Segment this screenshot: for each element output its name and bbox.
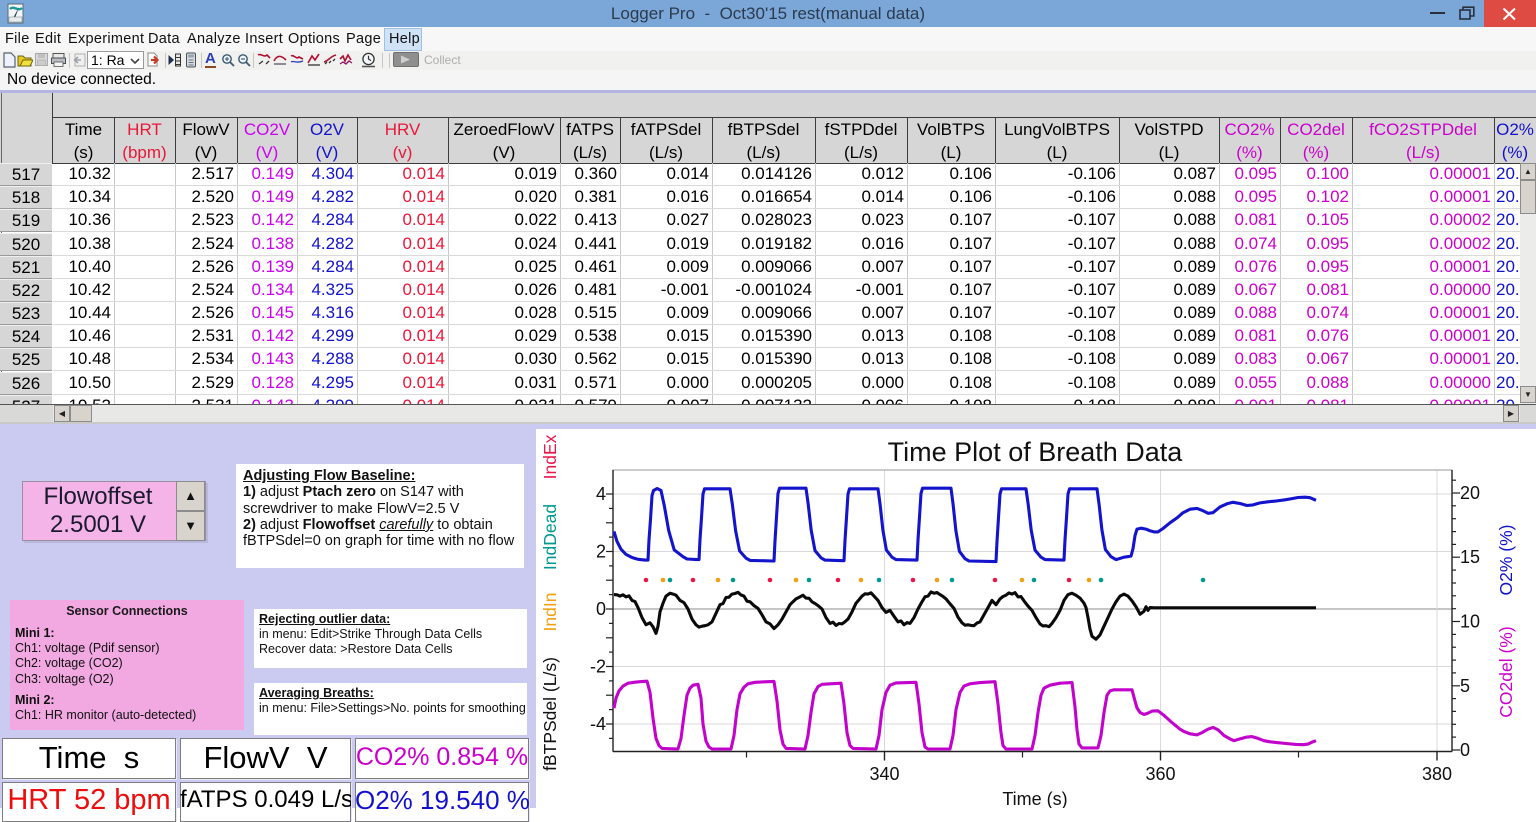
svg-text:-2: -2 — [590, 657, 606, 677]
svg-text:0: 0 — [1460, 740, 1470, 760]
svg-text:fBTPSdel (L/s): fBTPSdel (L/s) — [540, 657, 560, 771]
svg-text:10: 10 — [1460, 612, 1480, 632]
svg-text:-4: -4 — [590, 714, 606, 734]
svg-text:360: 360 — [1145, 764, 1175, 784]
svg-text:4: 4 — [596, 484, 606, 504]
svg-text:2: 2 — [596, 542, 606, 562]
svg-text:340: 340 — [869, 764, 899, 784]
svg-text:CO2del (%): CO2del (%) — [1496, 626, 1516, 717]
svg-text:Time (s): Time (s) — [1002, 789, 1067, 808]
svg-text:0: 0 — [596, 599, 606, 619]
svg-text:IndDead: IndDead — [540, 504, 560, 570]
svg-text:5: 5 — [1460, 676, 1470, 696]
svg-text:O2% (%): O2% (%) — [1496, 525, 1516, 596]
svg-text:20: 20 — [1460, 483, 1480, 503]
svg-text:IndEx: IndEx — [540, 434, 560, 479]
svg-text:15: 15 — [1460, 547, 1480, 567]
svg-text:380: 380 — [1422, 764, 1452, 784]
svg-text:Time Plot of Breath Data: Time Plot of Breath Data — [888, 437, 1184, 467]
svg-text:IndIn: IndIn — [540, 593, 560, 632]
